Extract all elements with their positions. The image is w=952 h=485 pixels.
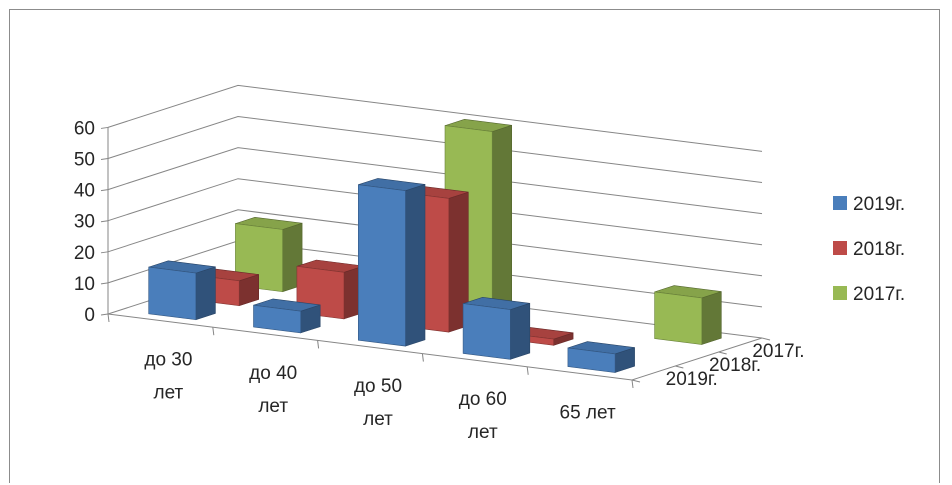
bar-front: [462, 303, 511, 360]
legend: 2019г. 2018г. 2017г.: [833, 194, 905, 305]
gridline: [107, 209, 763, 277]
x-tick-mark: [526, 366, 529, 375]
gridline: [107, 84, 763, 152]
legend-swatch: [833, 196, 847, 210]
bar-front: [567, 347, 616, 373]
depth-tick-label: 2017г.: [752, 341, 804, 362]
y-tick-mark: [100, 189, 109, 192]
bar-2019г.-3: [357, 178, 426, 347]
y-tick-mark: [100, 158, 109, 161]
y-tick-mark: [100, 282, 109, 285]
x-tick-label: до 40 лет: [249, 363, 297, 417]
bar-front: [654, 291, 703, 345]
bar-2019г.-1: [148, 260, 216, 321]
legend-swatch: [833, 286, 847, 300]
bar-front: [148, 266, 197, 321]
depth-tick-mark: [675, 365, 684, 369]
bar-front: [253, 304, 302, 334]
gridline: [107, 178, 763, 246]
y-tick-label: 50: [74, 150, 95, 171]
legend-label: 2017г.: [853, 284, 905, 305]
legend-item: 2019г.: [833, 194, 905, 215]
depth-tick-mark: [631, 379, 641, 383]
bar-2017г.-5: [654, 285, 722, 345]
legend-swatch: [833, 241, 847, 255]
y-tick-label: 40: [74, 181, 95, 202]
bar-side: [195, 266, 216, 321]
x-tick-label: до 50 лет: [354, 376, 402, 430]
y-tick-mark: [100, 313, 109, 316]
depth-axis-ticks: 2019г.2018г.2017г.: [666, 341, 805, 390]
legend-item: 2017г.: [833, 284, 905, 305]
x-tick-label: 65 лет: [560, 402, 616, 423]
chart-bars: [148, 118, 722, 373]
y-tick-label: 60: [74, 118, 95, 139]
x-tick-mark: [317, 340, 320, 349]
y-tick-label: 0: [84, 305, 95, 326]
bar-front: [357, 184, 406, 347]
y-tick-mark: [100, 126, 109, 129]
y-axis-ticks: 0 10 20 30 40 50 60: [74, 118, 95, 326]
bar-side: [701, 291, 722, 345]
gridline: [107, 115, 763, 183]
y-tick-label: 10: [74, 274, 95, 295]
legend-item: 2018г.: [833, 239, 905, 260]
bar-side: [509, 302, 531, 360]
y-tick-label: 30: [74, 212, 95, 233]
bar-side: [491, 124, 513, 319]
x-tick-mark: [107, 313, 110, 323]
x-tick-mark: [212, 327, 215, 336]
bar-2019г.-4: [462, 296, 531, 360]
depth-tick-label: 2018г.: [709, 355, 761, 376]
x-tick-mark: [421, 353, 424, 362]
x-tick-label: до 60 лет: [459, 389, 507, 443]
x-tick-mark: [631, 379, 634, 389]
bar-2019г.-5: [567, 341, 635, 373]
y-tick-mark: [100, 220, 109, 223]
depth-tick-label: 2019г.: [666, 369, 718, 390]
legend-label: 2018г.: [853, 239, 905, 260]
x-axis-ticks: до 30 лет до 40 лет до 50 лет до 60 лет 65 лет: [144, 350, 616, 444]
x-tick-label: до 30 лет: [144, 350, 192, 404]
y-tick-mark: [100, 251, 109, 254]
legend-label: 2019г.: [853, 194, 905, 215]
depth-tick-mark: [761, 337, 771, 341]
gridline: [107, 147, 763, 215]
depth-tick-mark: [718, 351, 727, 355]
bar-2019г.-2: [253, 298, 321, 334]
bar-side: [405, 183, 426, 347]
y-tick-label: 20: [74, 243, 95, 264]
